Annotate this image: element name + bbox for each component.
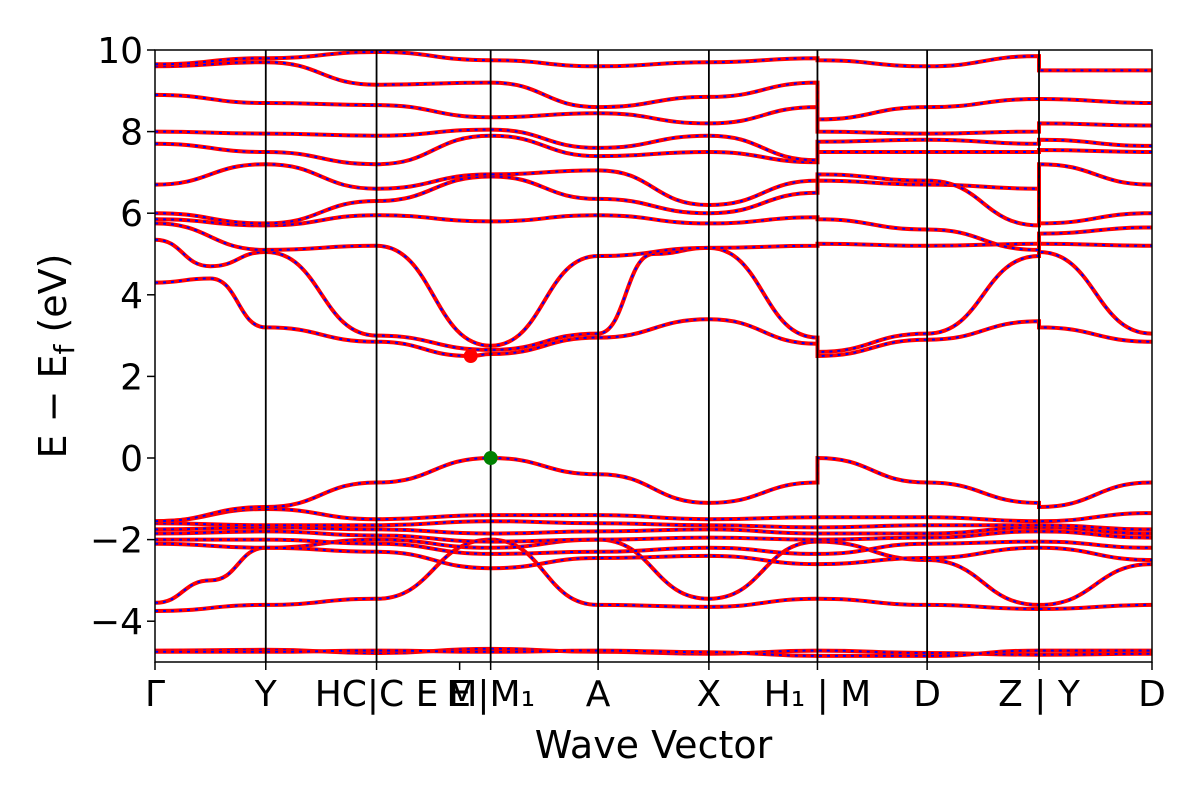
markers-layer xyxy=(463,349,498,465)
band-line-overlay-14 xyxy=(155,214,1152,251)
band-line-12 xyxy=(155,237,1152,354)
x-tick-label-7: H₁ | M xyxy=(764,674,872,715)
band-line-overlay-9 xyxy=(155,507,1152,523)
x-ticks-layer: Γ Y HC|C E EM|M₁ A X H₁ | M D Z | Y D xyxy=(145,662,1166,715)
plot-frame xyxy=(154,49,1153,663)
x-tick-label-0: Γ xyxy=(145,674,165,715)
y-tick-label-4: 2 xyxy=(120,357,143,398)
cbm-marker xyxy=(463,349,478,363)
band-line-overlay-15 xyxy=(155,175,1152,225)
band-line-overlay-16 xyxy=(155,163,1152,227)
y-tick-label-3: 4 xyxy=(120,276,143,317)
x-tick-label-5: A xyxy=(586,674,611,715)
y-axis-label: E − Ef (eV) xyxy=(31,254,81,459)
kpoint-lines-layer xyxy=(264,50,1040,662)
band-line-14 xyxy=(155,213,1152,252)
x-tick-label-6: X xyxy=(697,674,722,715)
y-axis-label-unit: (eV) xyxy=(31,254,75,345)
band-line-overlay-11 xyxy=(155,277,1152,358)
band-line-overlay-13 xyxy=(155,222,1152,347)
band-line-overlay-20 xyxy=(155,61,1152,121)
band-line-5 xyxy=(155,537,1152,556)
band-line-2 xyxy=(155,537,1152,613)
y-tick-label-5: 0 xyxy=(120,439,143,480)
y-ticks-layer: 10 8 6 4 2 0 −2 −4 xyxy=(90,31,155,643)
x-tick-label-3: E xyxy=(448,674,471,715)
band-line-4 xyxy=(155,541,1152,571)
band-line-19 xyxy=(155,92,1152,136)
x-axis-label: Wave Vector xyxy=(535,723,773,767)
band-line-overlay-6 xyxy=(155,530,1152,543)
x-tick-label-1: Y xyxy=(254,674,278,715)
y-tick-label-6: −2 xyxy=(90,521,143,562)
band-line-20 xyxy=(155,60,1152,122)
x-tick-label-2: HC|C E xyxy=(315,674,439,715)
band-line-overlay-7 xyxy=(155,526,1152,535)
band-line-overlay-4 xyxy=(155,542,1152,570)
x-tick-label-4: M|M₁ xyxy=(446,674,535,715)
band-line-overlay-1 xyxy=(155,649,1152,657)
bands-layer xyxy=(155,50,1152,658)
y-tick-label-0: 10 xyxy=(97,31,143,72)
band-line-overlay-17 xyxy=(155,134,1152,166)
x-tick-label-10: D xyxy=(1138,674,1166,715)
y-axis-label-subscript: f xyxy=(48,343,81,354)
band-line-overlay-8 xyxy=(155,520,1152,531)
band-line-18 xyxy=(155,127,1152,163)
y-axis-label-main: E − E xyxy=(31,354,75,458)
band-line-11 xyxy=(155,276,1152,359)
vbm-marker xyxy=(483,451,498,465)
y-tick-label-7: −4 xyxy=(90,602,143,643)
x-tick-label-8: D xyxy=(913,674,941,715)
y-tick-label-1: 8 xyxy=(120,113,143,154)
band-line-overlay-10 xyxy=(155,456,1152,523)
band-line-9 xyxy=(155,506,1152,524)
band-line-overlay-12 xyxy=(155,238,1152,353)
band-line-21 xyxy=(155,50,1152,73)
x-tick-label-9: Z | Y xyxy=(998,674,1081,715)
y-tick-label-2: 6 xyxy=(120,194,143,235)
